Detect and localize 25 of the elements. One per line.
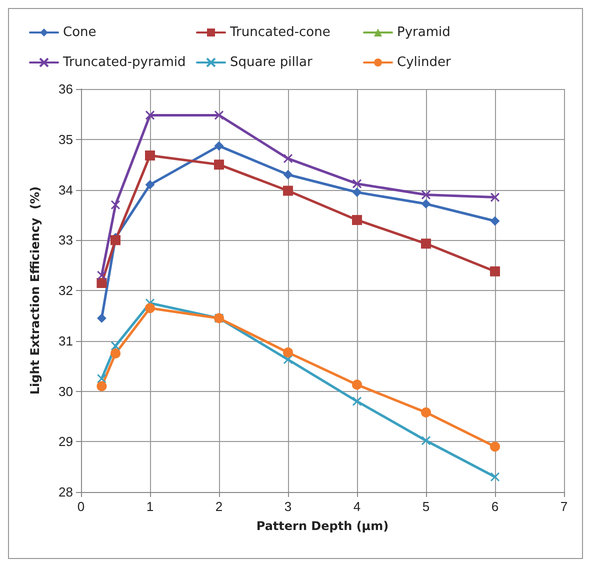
y-tick-label: 32 (58, 283, 73, 298)
y-tick-label: 35 (58, 132, 73, 147)
x-tick-label: 1 (146, 499, 154, 514)
y-axis-title: Light Extraction Efficiency (%) (28, 186, 42, 395)
x-tick-label: 4 (353, 499, 361, 514)
x-tick-label: 0 (77, 499, 85, 514)
y-tick-label: 33 (58, 232, 73, 248)
legend-label: Square pillar (230, 55, 313, 70)
y-tick-label: 31 (58, 333, 73, 348)
legend-label: Cone (63, 25, 96, 40)
y-tick-label: 34 (58, 182, 73, 198)
y-tick-label: 30 (58, 384, 73, 399)
legend-label: Cylinder (397, 55, 452, 70)
x-tick-label: 5 (422, 499, 430, 514)
x-tick-label: 2 (215, 499, 223, 514)
x-axis-title: Pattern Depth (µm) (256, 519, 389, 533)
legend-label: Truncated-pyramid (62, 55, 186, 70)
y-tick-label: 28 (58, 484, 73, 500)
x-tick-label: 7 (560, 499, 568, 514)
y-tick-label: 29 (58, 434, 73, 450)
legend-label: Pyramid (397, 25, 450, 40)
legend-label: Truncated-cone (229, 25, 330, 40)
x-tick-label: 3 (284, 499, 292, 514)
y-tick-label: 36 (58, 82, 73, 96)
x-tick-label: 6 (491, 499, 499, 514)
